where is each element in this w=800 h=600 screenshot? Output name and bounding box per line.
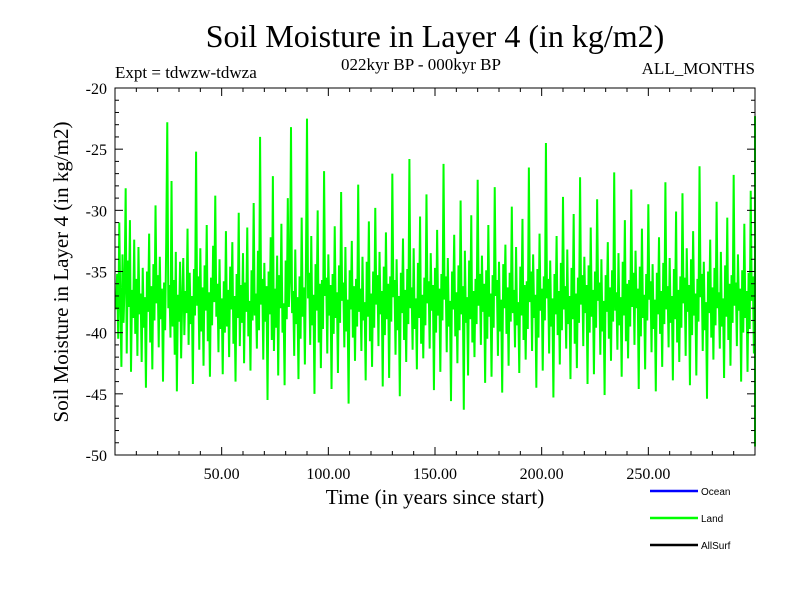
- x-tick-label: 50.00: [204, 466, 240, 483]
- y-tick-label: -20: [86, 81, 107, 98]
- x-axis-label: Time (in years since start): [326, 485, 545, 509]
- experiment-label: Expt = tdwzw-tdwza: [115, 63, 257, 82]
- months-label: ALL_MONTHS: [642, 59, 755, 78]
- legend-label-allsurf: AllSurf: [701, 541, 731, 552]
- y-tick-label: -35: [86, 265, 107, 282]
- y-tick-label: -25: [86, 142, 107, 159]
- x-tick-label: 200.00: [520, 466, 564, 483]
- x-axis: 50.00 100.00 150.00 200.00 250.00: [135, 88, 735, 483]
- y-tick-label: -40: [86, 326, 107, 343]
- y-tick-label: -45: [86, 387, 107, 404]
- x-tick-label: 150.00: [413, 466, 457, 483]
- y-tick-label: -30: [86, 203, 107, 220]
- x-tick-label: 250.00: [626, 466, 670, 483]
- y-axis: -20 -25 -30 -35 -40 -45 -50: [86, 81, 755, 465]
- chart-subtitle: 022kyr BP - 000kyr BP: [341, 55, 501, 74]
- legend-label-ocean: Ocean: [701, 487, 730, 498]
- legend: Ocean Land AllSurf: [650, 487, 731, 552]
- legend-label-land: Land: [701, 514, 723, 525]
- x-tick-label: 100.00: [306, 466, 350, 483]
- y-tick-label: -50: [86, 448, 107, 465]
- y-axis-label: Soil Moisture in Layer 4 (in kg/m2): [49, 122, 73, 423]
- chart-title: Soil Moisture in Layer 4 (in kg/m2): [206, 18, 665, 54]
